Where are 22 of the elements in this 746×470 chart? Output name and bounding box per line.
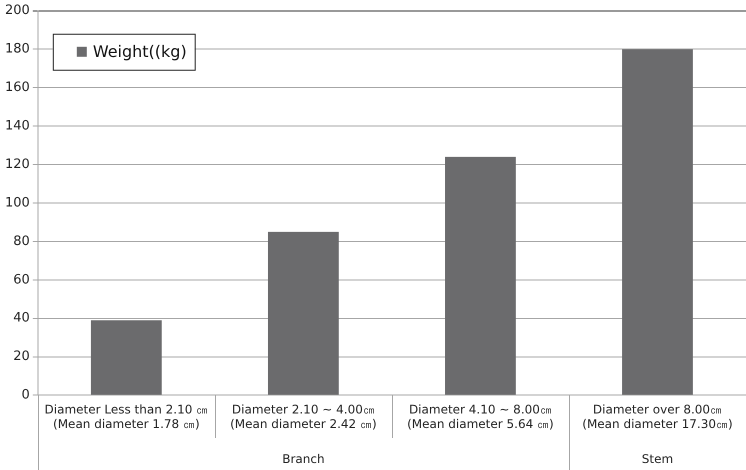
text: Branch bbox=[282, 452, 325, 466]
x-tick-label: Diameter Less than 2.10 ㎝ (Mean diameter 1.78 ㎝) bbox=[44, 402, 208, 431]
bar bbox=[445, 156, 516, 395]
y-tick-label: 160 bbox=[4, 80, 30, 96]
y-tick-label: 180 bbox=[4, 42, 30, 57]
x-tick-label: Diameter 4.10 ~ 8.00㎝ (Mean diameter 5.64 ㎝) bbox=[407, 402, 554, 431]
bar bbox=[268, 232, 339, 395]
legend-label: Weight((kg) bbox=[92, 42, 187, 61]
text: Stem bbox=[642, 452, 674, 466]
x-tick-label: Diameter 2.10 ~ 4.00㎝ (Mean diameter 2.42 ㎝) bbox=[230, 402, 377, 431]
y-tick-label: 20 bbox=[13, 349, 30, 364]
y-tick-label: 200 bbox=[4, 3, 30, 18]
x-tick-label: Diameter over 8.00㎝ (Mean diameter 17.30㎝) bbox=[582, 402, 733, 431]
bar bbox=[622, 49, 693, 395]
y-tick-label: 0 bbox=[22, 388, 30, 403]
y-tick-label: 140 bbox=[4, 118, 30, 134]
y-tick-label: 60 bbox=[13, 272, 30, 288]
y-tick-label: 80 bbox=[13, 234, 30, 249]
y-tick-label: 100 bbox=[4, 195, 30, 210]
y-tick-label: 40 bbox=[13, 310, 30, 326]
y-tick-label: 120 bbox=[4, 156, 30, 172]
bar bbox=[90, 320, 162, 395]
